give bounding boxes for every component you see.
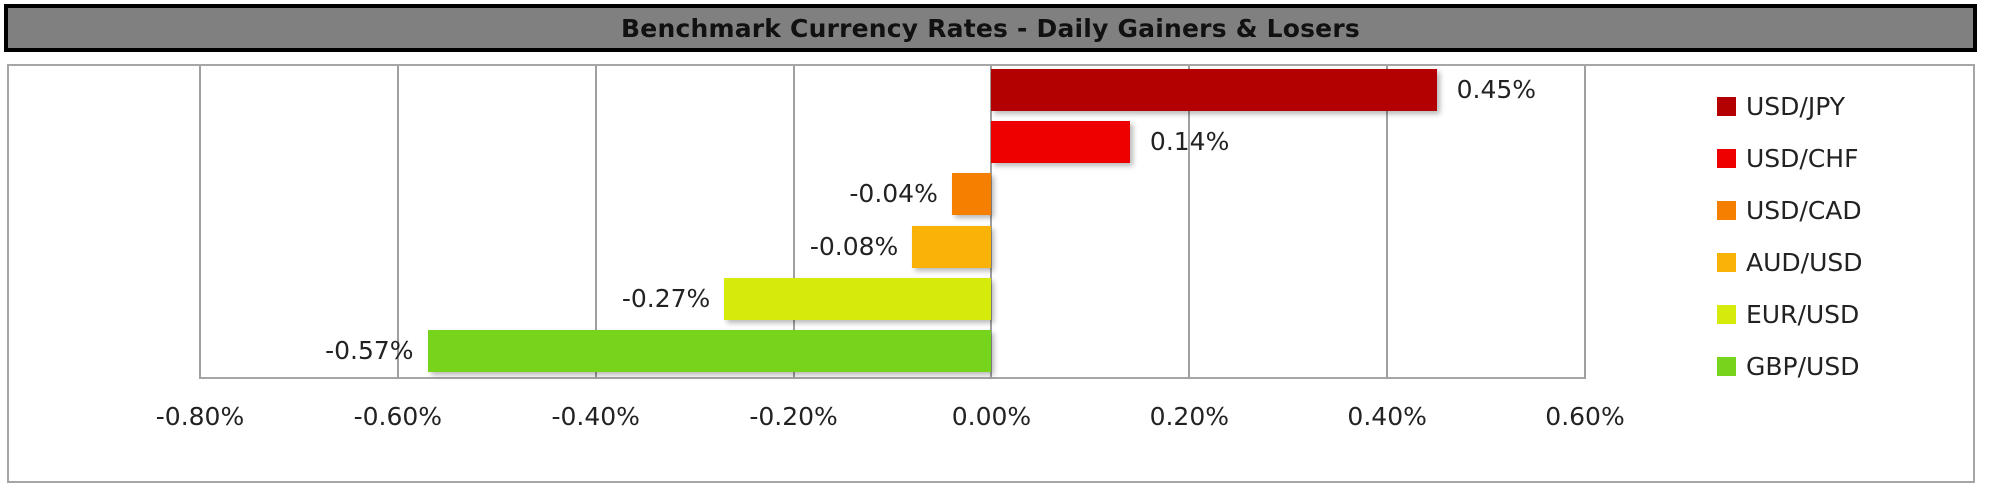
- x-tick-label: 0.20%: [1149, 402, 1229, 431]
- gridline: [1188, 66, 1191, 379]
- bar-usd-jpy[interactable]: [991, 69, 1437, 112]
- bar-aud-usd[interactable]: [912, 225, 992, 268]
- x-tick-label: -0.80%: [155, 402, 245, 431]
- legend-item[interactable]: USD/CHF: [1717, 132, 1863, 184]
- legend-swatch-icon: [1717, 252, 1736, 272]
- x-tick-label: 0.60%: [1545, 402, 1625, 431]
- x-tick-label: -0.60%: [353, 402, 443, 431]
- legend-label: USD/JPY: [1746, 91, 1846, 121]
- legend-swatch-icon: [1717, 148, 1736, 168]
- legend-swatch-icon: [1717, 200, 1736, 220]
- legend-item[interactable]: GBP/USD: [1717, 340, 1863, 392]
- chart-title: Benchmark Currency Rates - Daily Gainers…: [621, 13, 1360, 43]
- legend-label: AUD/USD: [1746, 247, 1863, 277]
- legend-item[interactable]: USD/CAD: [1717, 184, 1863, 236]
- legend-item[interactable]: AUD/USD: [1717, 236, 1863, 288]
- legend-label: USD/CAD: [1746, 195, 1862, 225]
- gridline: [396, 66, 399, 379]
- gridline: [1386, 66, 1389, 379]
- plot-area: 0.45% 0.14% -0.04% -0.08% -0.27% -0.57%: [199, 66, 1586, 379]
- legend-item[interactable]: USD/JPY: [1717, 80, 1863, 132]
- gridline: [792, 66, 795, 379]
- x-tick-label: -0.40%: [551, 402, 640, 431]
- x-tick-label: 0.00%: [951, 402, 1032, 431]
- bar-eur-usd[interactable]: [724, 277, 992, 320]
- chart-title-bar: Benchmark Currency Rates - Daily Gainers…: [4, 4, 1977, 52]
- x-tick-label: -0.20%: [749, 402, 838, 431]
- bar-value-label: 0.45%: [1456, 75, 1537, 105]
- gridline: [990, 66, 993, 379]
- bar-usd-cad[interactable]: [951, 173, 992, 216]
- bar-value-label: -0.57%: [325, 335, 414, 365]
- legend: USD/JPY USD/CHF USD/CAD AUD/USD EUR/USD GBP/U…: [1717, 80, 1863, 392]
- legend-label: GBP/USD: [1746, 351, 1860, 381]
- gridline: [594, 66, 597, 379]
- x-tick-label: 0.40%: [1347, 402, 1427, 431]
- legend-swatch-icon: [1717, 96, 1736, 116]
- bar-usd-chf[interactable]: [991, 121, 1130, 164]
- gridline: [1584, 66, 1586, 379]
- legend-label: USD/CHF: [1746, 143, 1859, 173]
- bar-value-label: -0.04%: [849, 179, 938, 209]
- legend-swatch-icon: [1717, 304, 1736, 324]
- legend-swatch-icon: [1717, 356, 1736, 376]
- legend-label: EUR/USD: [1746, 299, 1860, 329]
- bar-gbp-usd[interactable]: [427, 329, 992, 372]
- bar-value-label: 0.14%: [1149, 127, 1230, 157]
- legend-item[interactable]: EUR/USD: [1717, 288, 1863, 340]
- gridline: [199, 66, 201, 379]
- bar-value-label: -0.08%: [809, 231, 899, 261]
- bar-value-label: -0.27%: [621, 283, 711, 313]
